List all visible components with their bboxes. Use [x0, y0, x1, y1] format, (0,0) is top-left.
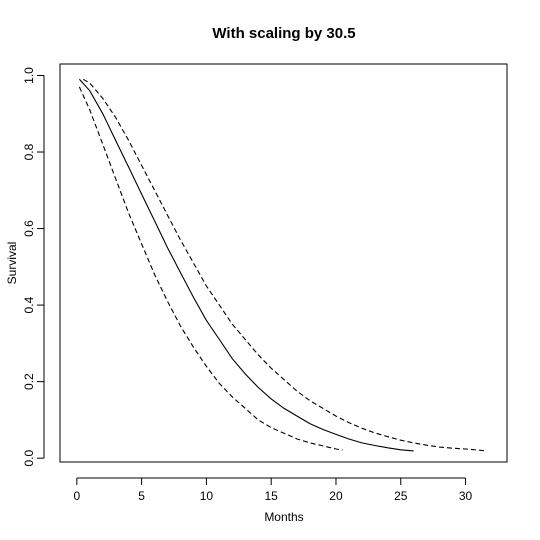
y-tick-label: 1.0: [22, 67, 36, 84]
x-tick-label: 30: [459, 489, 473, 503]
chart-title: With scaling by 30.5: [212, 25, 355, 42]
x-tick-label: 5: [138, 489, 145, 503]
x-axis: 0 5 10 15 20 25 30: [73, 477, 473, 503]
y-tick-label: 0.0: [22, 450, 36, 467]
lower-confidence-line: [78, 86, 343, 451]
y-axis-label: Survival: [5, 242, 19, 285]
plot-frame: [59, 63, 508, 463]
y-tick-label: 0.8: [22, 143, 36, 160]
x-tick-label: 20: [329, 489, 343, 503]
series-layer: [78, 78, 487, 452]
x-tick-label: 10: [200, 489, 214, 503]
x-tick-label: 0: [73, 489, 80, 503]
x-axis-label: Months: [264, 510, 303, 524]
survival-estimate-line: [78, 78, 414, 452]
upper-confidence-line: [83, 78, 487, 452]
y-axis: 0.0 0.2 0.4 0.6 0.8 1.0: [22, 67, 45, 467]
y-tick-label: 0.2: [22, 373, 36, 390]
y-tick-label: 0.6: [22, 220, 36, 237]
x-tick-label: 25: [394, 489, 408, 503]
x-tick-label: 15: [265, 489, 279, 503]
y-tick-label: 0.4: [22, 296, 36, 313]
